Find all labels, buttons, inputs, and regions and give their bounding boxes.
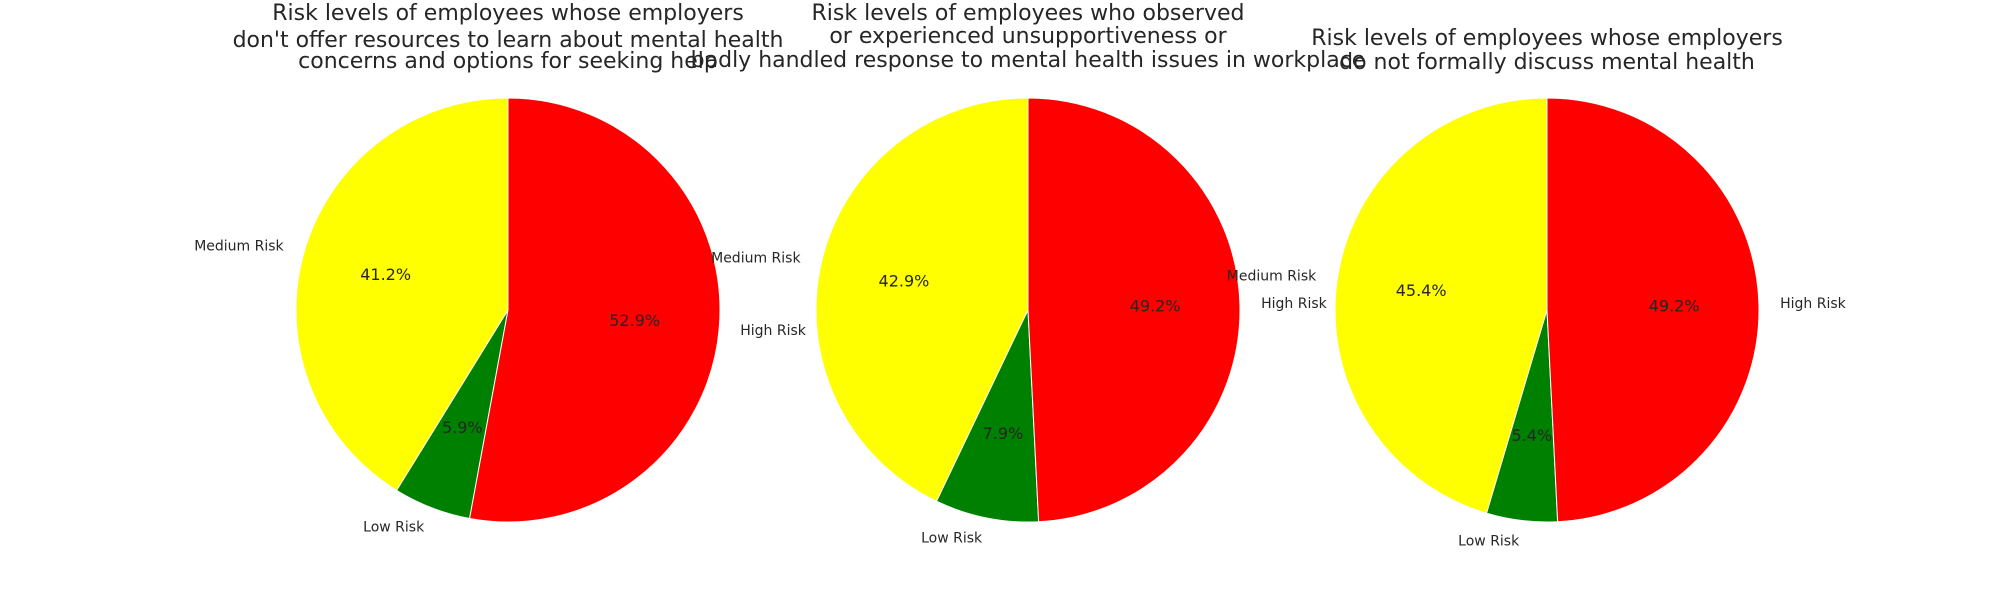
slice-percent-high-risk: 52.9% xyxy=(609,311,660,330)
slice-percent-high-risk: 49.2% xyxy=(1649,296,1700,315)
chart-title-line: don't offer resources to learn about men… xyxy=(233,28,784,53)
slice-label-medium-risk: Medium Risk xyxy=(1227,268,1317,284)
slice-label-low-risk: Low Risk xyxy=(363,520,425,536)
chart-title-line: Risk levels of employees whose employers xyxy=(1311,26,1783,51)
pie-slice-medium-risk xyxy=(815,97,1029,502)
slice-percent-medium-risk: 41.2% xyxy=(360,265,411,284)
chart-title-line: badly handled response to mental health … xyxy=(691,48,1366,73)
chart-title-line: or experienced unsupportiveness or xyxy=(829,24,1227,49)
slice-percent-low-risk: 7.9% xyxy=(983,424,1024,443)
pie-slice-high-risk xyxy=(469,97,721,523)
slice-label-low-risk: Low Risk xyxy=(1458,534,1520,550)
chart-title-line: concerns and options for seeking help xyxy=(298,49,718,74)
slice-percent-medium-risk: 45.4% xyxy=(1396,281,1447,300)
pie-chart-no-formal-discussion: Medium Risk 45.4% Low Risk 5.4% High Risk 49.… xyxy=(1227,26,1847,550)
slice-label-low-risk: Low Risk xyxy=(921,531,983,547)
pie-slice-high-risk xyxy=(1027,97,1241,523)
chart-title-line: Risk levels of employees whose employers xyxy=(272,1,744,26)
slice-label-high-risk: High Risk xyxy=(740,323,807,339)
slice-percent-high-risk: 49.2% xyxy=(1130,296,1181,315)
pie-slice-medium-risk xyxy=(295,97,509,492)
pie-chart-no-resources: Medium Risk 41.2% Low Risk 5.9% High Risk 52.… xyxy=(194,1,807,536)
slice-label-high-risk: High Risk xyxy=(1261,296,1328,312)
chart-title-line: do not formally discuss mental health xyxy=(1339,50,1755,75)
slice-label-medium-risk: Medium Risk xyxy=(194,238,284,254)
slice-label-medium-risk: Medium Risk xyxy=(711,250,801,266)
pie-slice-medium-risk xyxy=(1334,97,1548,514)
pie-slice-low-risk xyxy=(935,309,1040,523)
pie-chart-unsupportive-response: Medium Risk 42.9% Low Risk 7.9% High Risk 49.… xyxy=(691,1,1366,547)
chart-title-line: Risk levels of employees who observed xyxy=(812,1,1245,26)
slice-percent-low-risk: 5.4% xyxy=(1512,426,1553,445)
slice-label-high-risk: High Risk xyxy=(1780,296,1847,312)
pie-slice-high-risk xyxy=(1546,97,1760,523)
slice-percent-low-risk: 5.9% xyxy=(442,418,483,437)
slice-percent-medium-risk: 42.9% xyxy=(879,271,930,290)
